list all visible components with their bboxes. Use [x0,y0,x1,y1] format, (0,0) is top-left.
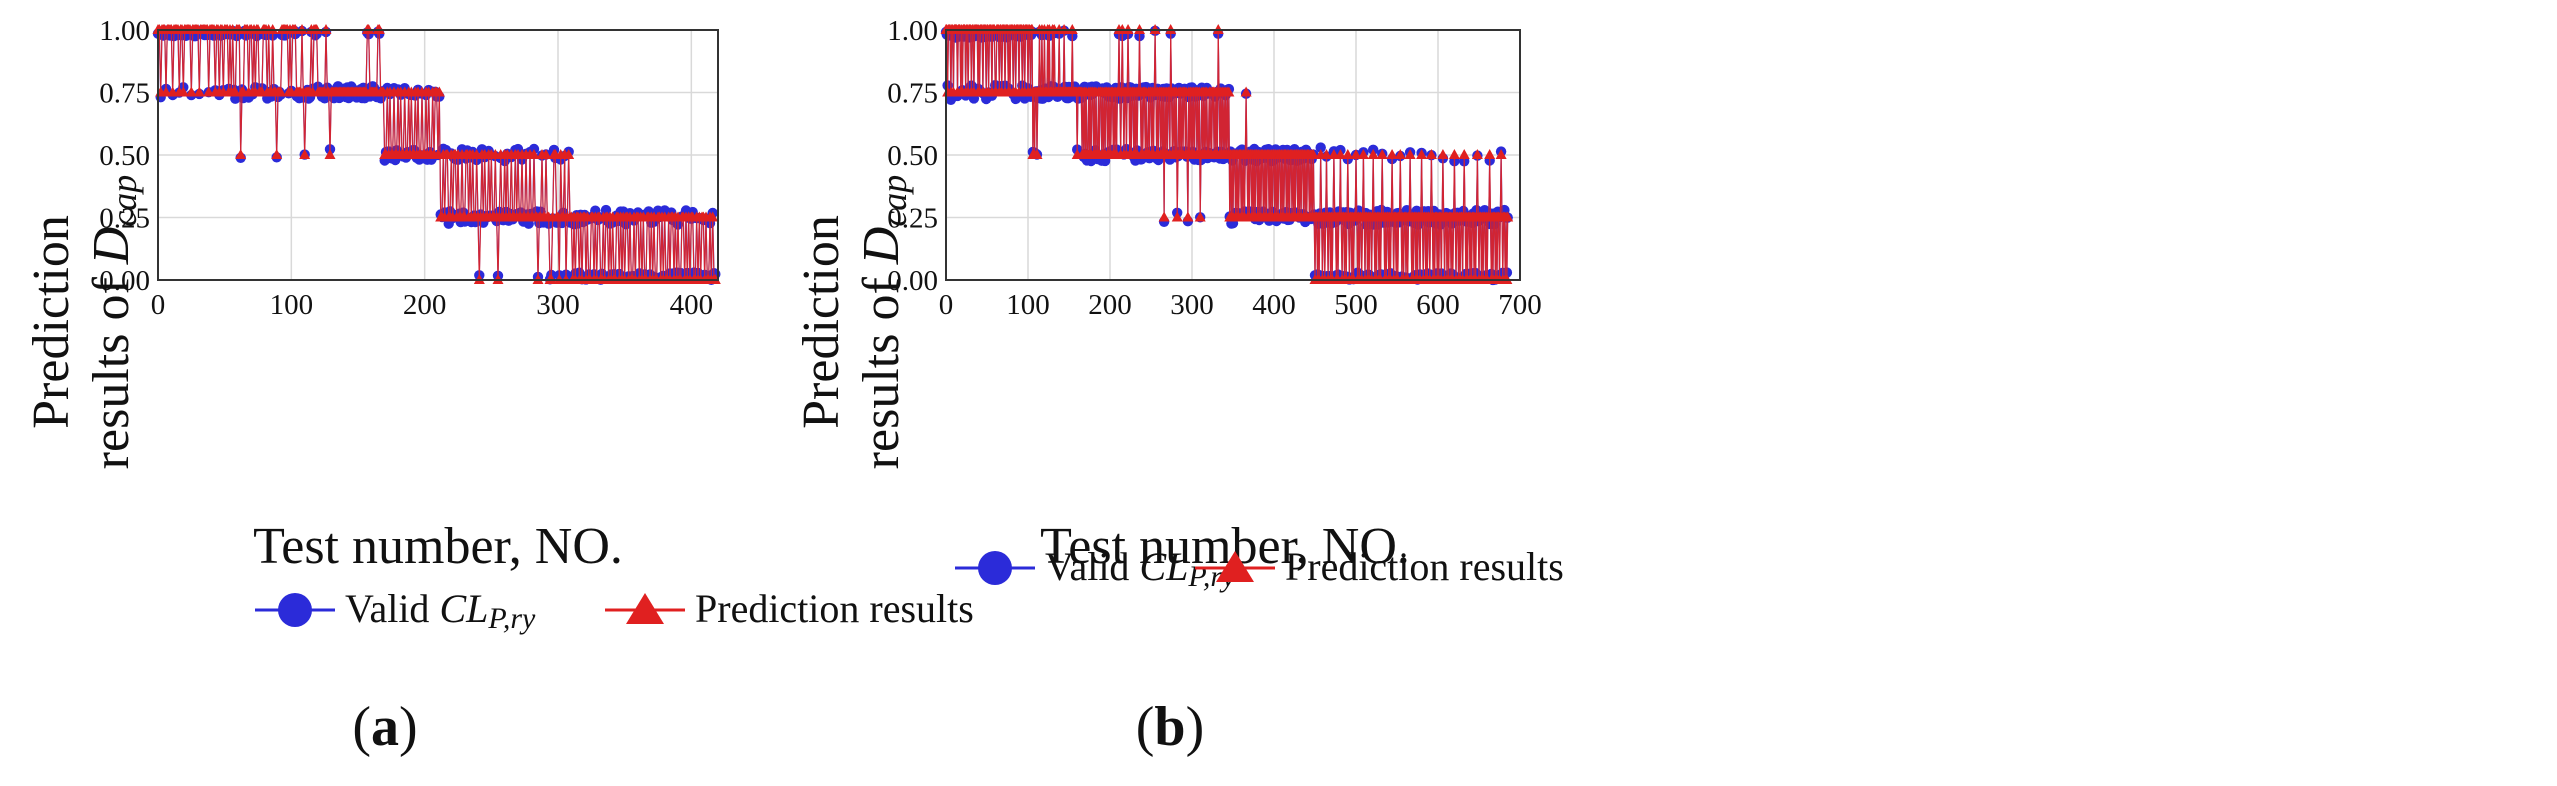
prediction-point [1437,149,1449,159]
prediction-point [1458,149,1470,159]
y-tick-label: 0.00 [99,265,150,297]
x-tick-label: 100 [270,289,314,321]
prediction-point [563,149,575,159]
y-tick-label: 0.00 [887,265,938,297]
prediction-point [1158,211,1170,222]
prediction-point [271,149,283,159]
x-tick-label: 400 [670,289,714,321]
prediction-point [275,86,287,97]
panel-a-plot-frame [157,29,719,281]
y-tick-label: 0.50 [887,140,938,172]
panel-a-x-ticks: 0 100 200 300 400 [151,289,713,321]
legend-a-prediction-label: Prediction results [695,586,974,631]
x-tick-label: 200 [1088,289,1132,321]
prediction-series-line [946,29,1509,281]
y-tick-label: 1.00 [99,15,150,47]
panel-b-y-ticks: 0.00 0.25 0.50 0.75 1.00 [887,15,938,297]
panel-a-y-ticks: 0.00 0.25 0.50 0.75 1.00 [99,15,150,297]
panel-b-xlabel: Test number, NO. [1040,518,1410,575]
legend-b-valid-label: Valid CLP,ry [1045,544,1236,593]
panel-b-series-prediction [940,24,1514,284]
prediction-point [1240,86,1252,97]
legend-b-prediction-marker [1216,551,1254,582]
prediction-point [1495,149,1507,159]
panel-b: 0 100 200 300 400 500 600 700 0.00 0.25 0.50 0.75 1… [793,15,1564,758]
x-tick-label: 0 [151,289,166,321]
prediction-point [1425,149,1437,159]
panel-a-ylabel-line1: Prediction [23,215,80,429]
prediction-point [528,149,540,159]
panel-a-tag: (a) [352,696,417,758]
prediction-point [1342,149,1354,159]
prediction-point [185,86,197,97]
prediction-point [1416,149,1428,159]
panel-b-ylabel-line1: Prediction [793,215,850,429]
prediction-point [1367,149,1379,159]
prediction-point [177,86,189,97]
x-tick-label: 200 [403,289,447,321]
prediction-point [1223,86,1235,97]
x-tick-label: 100 [1006,289,1050,321]
legend-a-prediction-marker [626,593,664,624]
prediction-point [1484,149,1496,159]
panel-a: 0 100 200 300 400 0.00 0.25 0.50 0.75 1.00 Predi… [23,15,974,758]
x-tick-label: 400 [1252,289,1296,321]
prediction-point [1320,149,1332,159]
y-tick-label: 0.25 [99,203,150,235]
legend-a-valid-label: Valid CLP,ry [345,586,536,635]
prediction-point [235,149,247,159]
y-tick-label: 0.75 [99,78,150,110]
y-tick-label: 1.00 [887,15,938,47]
panel-b-plot-frame [945,29,1521,281]
x-tick-label: 300 [536,289,580,321]
prediction-point [707,211,719,222]
prediction-point [1502,211,1514,222]
panel-b-tag: (b) [1136,696,1204,758]
panel-b-x-ticks: 0 100 200 300 400 500 600 700 [939,289,1542,321]
x-tick-label: 600 [1416,289,1460,321]
legend-a-valid-marker [278,593,312,627]
prediction-point [540,149,552,159]
y-tick-label: 0.25 [887,203,938,235]
prediction-point [433,86,445,97]
prediction-point [1471,149,1483,159]
prediction-point [1448,149,1460,159]
y-tick-label: 0.50 [99,140,150,172]
prediction-point [1307,149,1319,159]
prediction-point [299,149,311,159]
prediction-point [324,149,336,159]
panel-a-legend: Valid CLP,ry Prediction results [255,586,974,635]
prediction-point [1376,149,1388,159]
x-tick-label: 300 [1170,289,1214,321]
prediction-point [1350,149,1362,159]
prediction-point [1404,149,1416,159]
prediction-point [1182,211,1194,222]
prediction-point [1194,211,1206,222]
prediction-point [1357,149,1369,159]
y-tick-label: 0.75 [887,78,938,110]
prediction-point [1386,149,1398,159]
prediction-point [1171,211,1183,222]
panel-a-ylabel-line2: results of Dcap [83,175,144,470]
x-tick-label: 700 [1498,289,1542,321]
x-tick-label: 0 [939,289,954,321]
prediction-point [1394,149,1406,159]
legend-b-valid-marker [978,551,1012,585]
panel-b-legend: Valid CLP,ry Prediction results [955,544,1564,593]
panel-a-xlabel: Test number, NO. [253,518,623,575]
panel-b-ylabel-line2: results of Dcap [853,175,914,470]
legend-b-prediction-label: Prediction results [1285,544,1564,589]
valid-point [1315,142,1326,153]
prediction-point [1334,149,1346,159]
prediction-point [193,86,205,97]
prediction-point [1031,149,1043,159]
x-tick-label: 500 [1334,289,1378,321]
